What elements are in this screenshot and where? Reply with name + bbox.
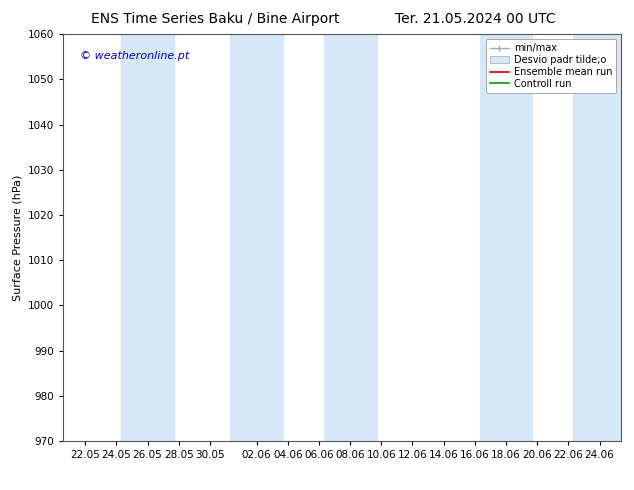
Bar [324,34,377,441]
Bar [573,34,626,441]
Text: © weatheronline.pt: © weatheronline.pt [80,50,190,61]
Legend: min/max, Desvio padr tilde;o, Ensemble mean run, Controll run: min/max, Desvio padr tilde;o, Ensemble m… [486,39,616,93]
Bar [230,34,283,441]
Bar [479,34,533,441]
Bar [121,34,174,441]
Text: ENS Time Series Baku / Bine Airport: ENS Time Series Baku / Bine Airport [91,12,340,26]
Y-axis label: Surface Pressure (hPa): Surface Pressure (hPa) [13,174,23,301]
Text: Ter. 21.05.2024 00 UTC: Ter. 21.05.2024 00 UTC [395,12,556,26]
